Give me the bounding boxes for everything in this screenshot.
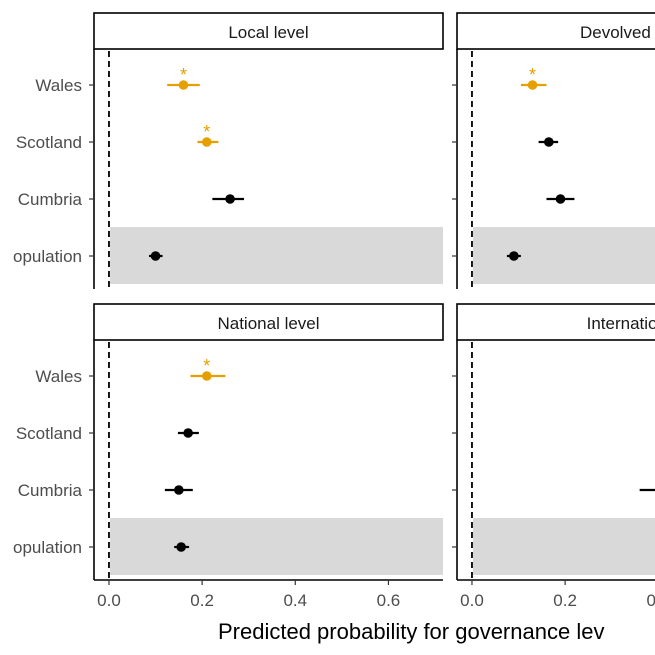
significance-star-local-level-wales: * (180, 65, 187, 85)
x-tick-label-national-level-1: 0.2 (190, 591, 214, 610)
x-tick-label-national-level-0: 0.0 (97, 591, 121, 610)
significance-star-devolved-nati-wales: * (529, 65, 536, 85)
point-devolved-nati-wales (527, 80, 538, 90)
point-local-level-cumbria (225, 194, 235, 204)
significance-star-local-level-scotland: * (203, 122, 210, 142)
y-tick-label-cumbria: Cumbria (18, 481, 83, 500)
x-axis-label: Predicted probability for governance lev (218, 619, 604, 644)
highlight-band-internationa (473, 518, 655, 575)
facet-title-devolved-nati: Devolved nati (580, 23, 655, 42)
point-devolved-nati-opulation (509, 251, 519, 261)
point-national-level-cumbria (174, 485, 184, 495)
point-local-level-opulation (150, 251, 161, 261)
facet-strip-devolved-nati (456, 12, 655, 50)
data-marks: * * * * (149, 65, 655, 552)
x-tick-label-national-level-2: 0.4 (283, 591, 307, 610)
y-tick-label-opulation: opulation (13, 538, 82, 557)
tick-labels: Wales Scotland Cumbria opulation Wales Scotla… (13, 76, 655, 610)
highlight-bands (110, 227, 655, 575)
facet-title-local-level: Local level (228, 23, 308, 42)
highlight-band-national-level (110, 518, 443, 575)
highlight-band-devolved-nati (473, 227, 655, 284)
point-devolved-nati-scotland (544, 137, 554, 147)
point-national-level-scotland (183, 428, 193, 438)
facet-strip-internationa (456, 303, 655, 341)
x-tick-label-internationa-1: 0.2 (553, 591, 577, 610)
y-tick-label-cumbria: Cumbria (18, 190, 83, 209)
y-tick-label-scotland: Scotland (16, 133, 82, 152)
x-tick-label-internationa-0: 0.0 (460, 591, 484, 610)
y-tick-label-opulation: opulation (13, 247, 82, 266)
point-national-level-opulation (176, 542, 186, 552)
point-devolved-nati-cumbria (555, 194, 566, 204)
point-local-level-wales (178, 80, 189, 90)
highlight-band-local-level (110, 227, 443, 284)
axes (89, 49, 655, 585)
significance-star-national-level-wales: * (203, 356, 210, 376)
x-tick-label-internationa-2: 0.4 (646, 591, 655, 610)
facet-title-national-level: National level (217, 314, 319, 333)
y-tick-label-wales: Wales (35, 76, 82, 95)
y-tick-label-scotland: Scotland (16, 424, 82, 443)
y-tick-label-wales: Wales (35, 367, 82, 386)
point-local-level-scotland (201, 137, 212, 147)
facet-strip-local-level (93, 12, 444, 50)
x-tick-label-national-level-3: 0.6 (377, 591, 401, 610)
point-national-level-wales (201, 371, 212, 381)
facet-strip-national-level (93, 303, 444, 341)
facet-title-internationa: Internationa (587, 314, 655, 333)
facet-strips: Local level Devolved nati National level In… (93, 12, 655, 341)
